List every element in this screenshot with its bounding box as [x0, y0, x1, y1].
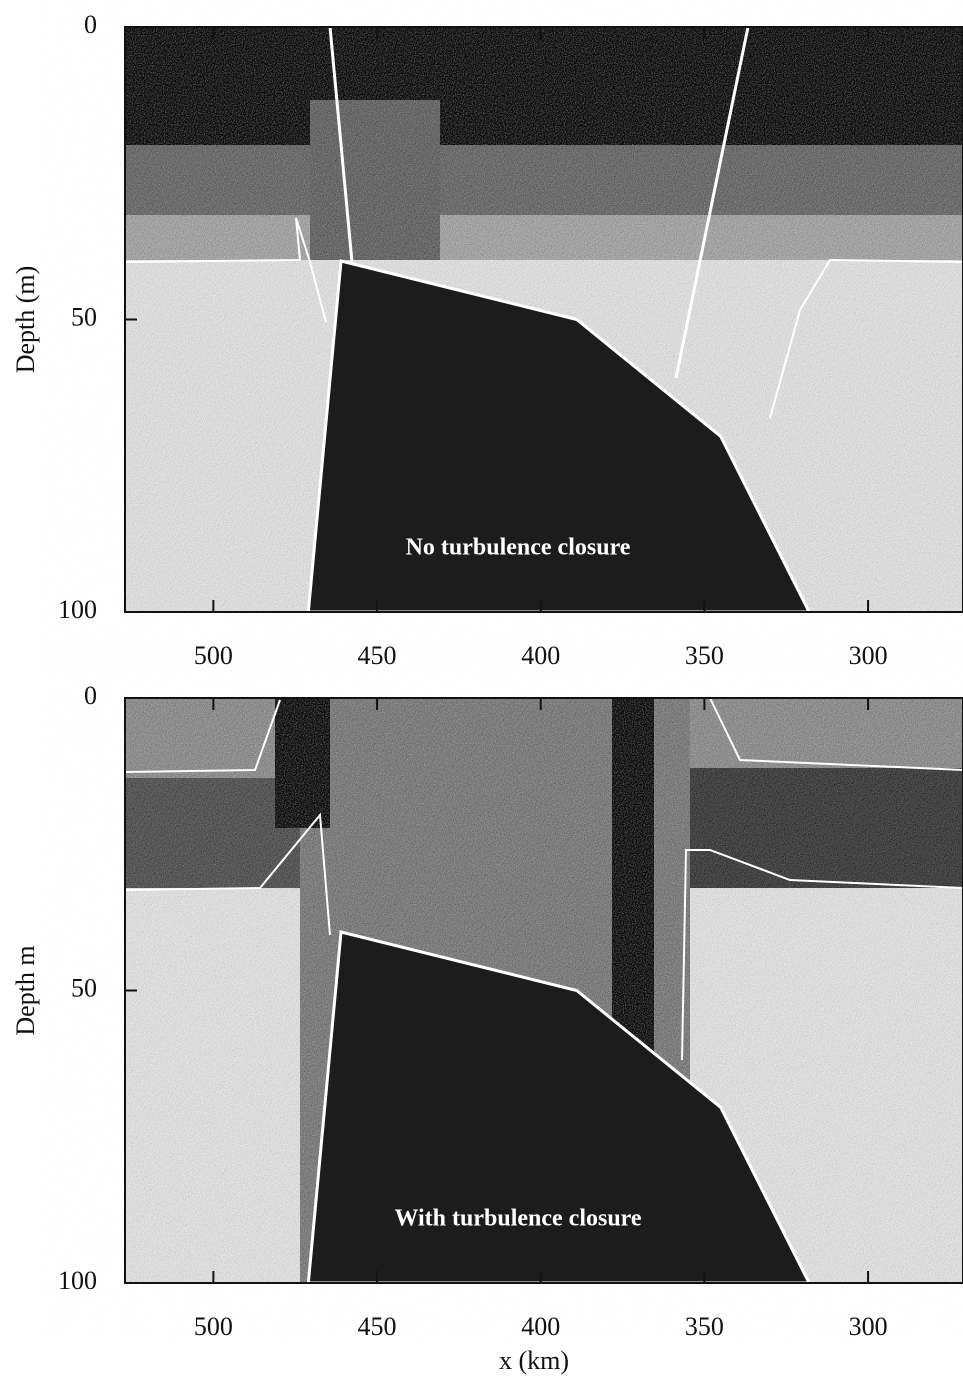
y-tick-label: 100 — [58, 595, 97, 624]
x-tick-label: 300 — [849, 641, 888, 670]
y-tick-label: 50 — [71, 973, 97, 1002]
y-tick-label: 0 — [84, 681, 97, 710]
x-tick-label: 300 — [849, 1312, 888, 1341]
x-tick-label: 450 — [358, 641, 397, 670]
contour — [681, 849, 963, 1061]
contour — [709, 697, 963, 771]
y-axis-label: Depth (m) — [11, 266, 40, 374]
x-tick-label: 400 — [521, 641, 560, 670]
contour — [124, 217, 327, 323]
x-tick-label: 350 — [685, 1312, 724, 1341]
x-tick-label: 500 — [194, 1312, 233, 1341]
contour — [124, 699, 281, 773]
x-tick-label: 500 — [194, 641, 233, 670]
contour — [674, 26, 750, 379]
x-tick-label: 350 — [685, 641, 724, 670]
x-tick-label: 400 — [521, 1312, 560, 1341]
contour — [769, 258, 963, 419]
x-tick-label: 450 — [358, 1312, 397, 1341]
y-tick-label: 0 — [84, 10, 97, 39]
annotation: No turbulence closure — [406, 535, 631, 561]
y-tick-label: 100 — [58, 1266, 97, 1295]
y-axis-label: Depth m — [11, 945, 40, 1035]
x-axis-label: x (km) — [499, 1346, 569, 1375]
annotation: With turbulence closure — [394, 1206, 641, 1232]
y-tick-label: 50 — [71, 302, 97, 331]
shading-top — [125, 27, 963, 612]
contour — [124, 812, 331, 936]
contour — [328, 26, 354, 263]
